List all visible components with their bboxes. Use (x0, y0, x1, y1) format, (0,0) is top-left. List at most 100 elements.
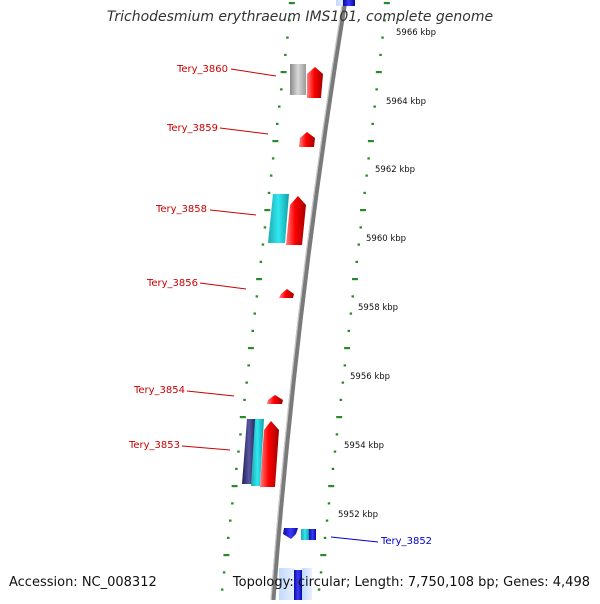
gene-label[interactable]: Tery_3859 (166, 123, 218, 134)
scale-label: 5952 kbp (338, 510, 378, 520)
gene-tery-3852[interactable] (283, 528, 316, 540)
tick-mark (247, 347, 254, 350)
scale-label: 5966 kbp (396, 28, 436, 38)
gene-tery-3854[interactable] (267, 395, 283, 404)
tick-mark (247, 364, 250, 367)
tick-mark (223, 554, 230, 557)
gene-label-leader (330, 536, 379, 543)
scale-label: 5964 kbp (386, 97, 426, 107)
tick-mark (367, 140, 374, 143)
tick-mark (243, 398, 246, 401)
tick-mark (365, 174, 368, 177)
top-partial-feature (343, 0, 355, 6)
gene-tery-3860[interactable] (290, 64, 323, 98)
tick-mark (253, 312, 256, 315)
tick-mark (327, 502, 331, 505)
gene-arrow-red (307, 67, 323, 98)
gene-arrow-blue (283, 528, 298, 539)
gene-tery-3858[interactable] (268, 194, 306, 245)
tick-mark (383, 19, 386, 22)
tick-marks (220, 2, 390, 591)
tick-mark (341, 381, 345, 384)
tick-mark (239, 416, 246, 419)
tick-mark (344, 347, 351, 350)
gene-arrow-red (267, 395, 283, 404)
tick-mark (375, 88, 378, 91)
tick-mark (271, 157, 275, 160)
tick-mark (239, 433, 242, 436)
tick-mark (235, 467, 238, 470)
tick-mark (267, 191, 271, 194)
tick-mark (347, 329, 351, 332)
tick-mark (245, 381, 248, 384)
gene-label[interactable]: Tery_3852 (380, 536, 432, 547)
scale-label: 5958 kbp (358, 303, 398, 313)
tick-mark (256, 278, 263, 281)
gene-block-cyan (251, 419, 264, 486)
gene-tery-3859[interactable] (299, 132, 315, 147)
tick-mark (280, 88, 283, 91)
tick-mark (373, 105, 376, 108)
tick-mark (363, 191, 366, 194)
gene-label-leader (181, 445, 231, 451)
gene-label-leader (209, 209, 257, 216)
bottom-partial-feature-blue (294, 570, 302, 600)
gene-label-leader (230, 68, 277, 77)
tick-mark (286, 36, 289, 39)
tick-mark (375, 71, 382, 74)
scale-labels: 5966 kbp 5964 kbp 5962 kbp 5960 kbp 5958 kbp… (338, 28, 436, 520)
tick-mark (280, 71, 287, 74)
tick-mark (288, 2, 295, 5)
gene-tery-3853[interactable] (242, 419, 279, 487)
gene-label-leader (219, 127, 269, 135)
tick-mark (331, 467, 335, 470)
tick-mark (359, 226, 362, 229)
tick-mark (264, 209, 271, 212)
tick-mark (328, 485, 335, 488)
gene-label[interactable]: Tery_3854 (133, 385, 185, 396)
gene-arrow-red (299, 132, 315, 147)
tick-mark (339, 398, 343, 401)
tick-mark (325, 519, 329, 522)
tick-mark (229, 519, 232, 522)
tick-mark (288, 19, 291, 22)
tick-mark (336, 416, 343, 419)
tick-mark (269, 174, 273, 177)
gene-block-blue (309, 529, 316, 540)
gene-arrow-red (286, 196, 306, 245)
tick-mark (343, 364, 347, 367)
tick-mark (320, 554, 327, 557)
tick-mark (263, 226, 267, 229)
gene-label[interactable]: Tery_3853 (128, 440, 180, 451)
accession-text: Accession: NC_008312 (9, 575, 157, 590)
gene-label[interactable]: Tery_3856 (146, 278, 198, 289)
tick-mark (255, 295, 259, 298)
tick-mark (335, 433, 339, 436)
gene-block-cyan (301, 529, 309, 540)
tick-mark (360, 209, 366, 212)
tick-mark (351, 295, 354, 298)
tick-mark (355, 260, 358, 263)
tick-mark (276, 122, 279, 125)
gene-arrow-red (260, 421, 279, 487)
gene-label[interactable]: Tery_3860 (176, 64, 228, 75)
tick-mark (251, 329, 254, 332)
genome-summary-text: Topology: circular; Length: 7,750,108 bp… (232, 575, 590, 590)
genome-backbone (270, 0, 348, 601)
tick-mark (319, 571, 323, 574)
tick-mark (259, 260, 263, 263)
tick-mark (272, 140, 279, 143)
gene-tery-3856[interactable] (279, 289, 294, 298)
tick-mark (371, 122, 374, 125)
gene-block-gray (290, 64, 306, 95)
tick-mark (333, 450, 337, 453)
gene-labels: Tery_3860 Tery_3859 Tery_3858 Tery_3856 Tery… (128, 64, 432, 547)
tick-mark (349, 312, 353, 315)
tick-mark (231, 485, 238, 488)
genome-title: Trichodesmium erythraeum IMS101, complet… (106, 9, 494, 25)
scale-label: 5962 kbp (375, 165, 415, 175)
gene-block-cyan (268, 194, 289, 243)
gene-label[interactable]: Tery_3858 (155, 204, 207, 215)
